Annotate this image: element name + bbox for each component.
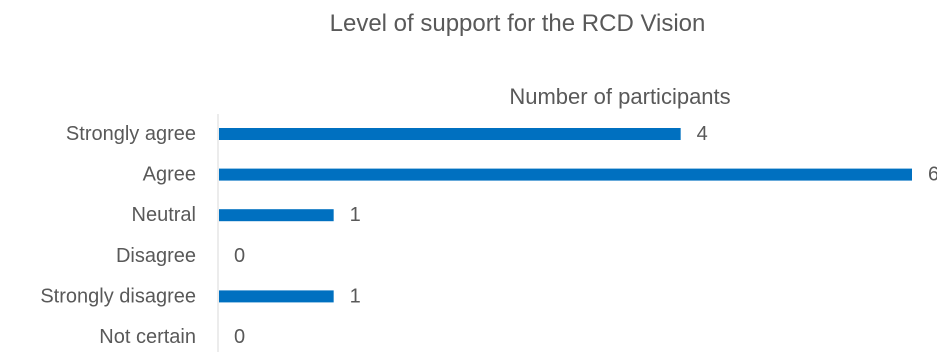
x-axis-title: Number of participants xyxy=(509,84,731,109)
data-label: 0 xyxy=(234,326,245,348)
y-tick-label: Not certain xyxy=(99,326,196,348)
y-tick-label: Neutral xyxy=(132,204,196,226)
data-label: 1 xyxy=(350,285,361,307)
y-tick-label: Agree xyxy=(143,164,196,186)
y-tick-label: Strongly disagree xyxy=(40,285,196,307)
data-label: 4 xyxy=(697,123,708,145)
bar xyxy=(219,168,912,181)
data-label: 6 xyxy=(928,164,937,186)
data-label: 1 xyxy=(350,204,361,226)
data-label: 0 xyxy=(234,245,245,267)
chart-title: Level of support for the RCD Vision xyxy=(329,10,706,37)
bar xyxy=(219,290,334,303)
y-tick-label: Disagree xyxy=(116,245,196,267)
bar xyxy=(219,128,681,140)
bar xyxy=(219,209,334,222)
y-tick-label: Strongly agree xyxy=(66,123,196,145)
